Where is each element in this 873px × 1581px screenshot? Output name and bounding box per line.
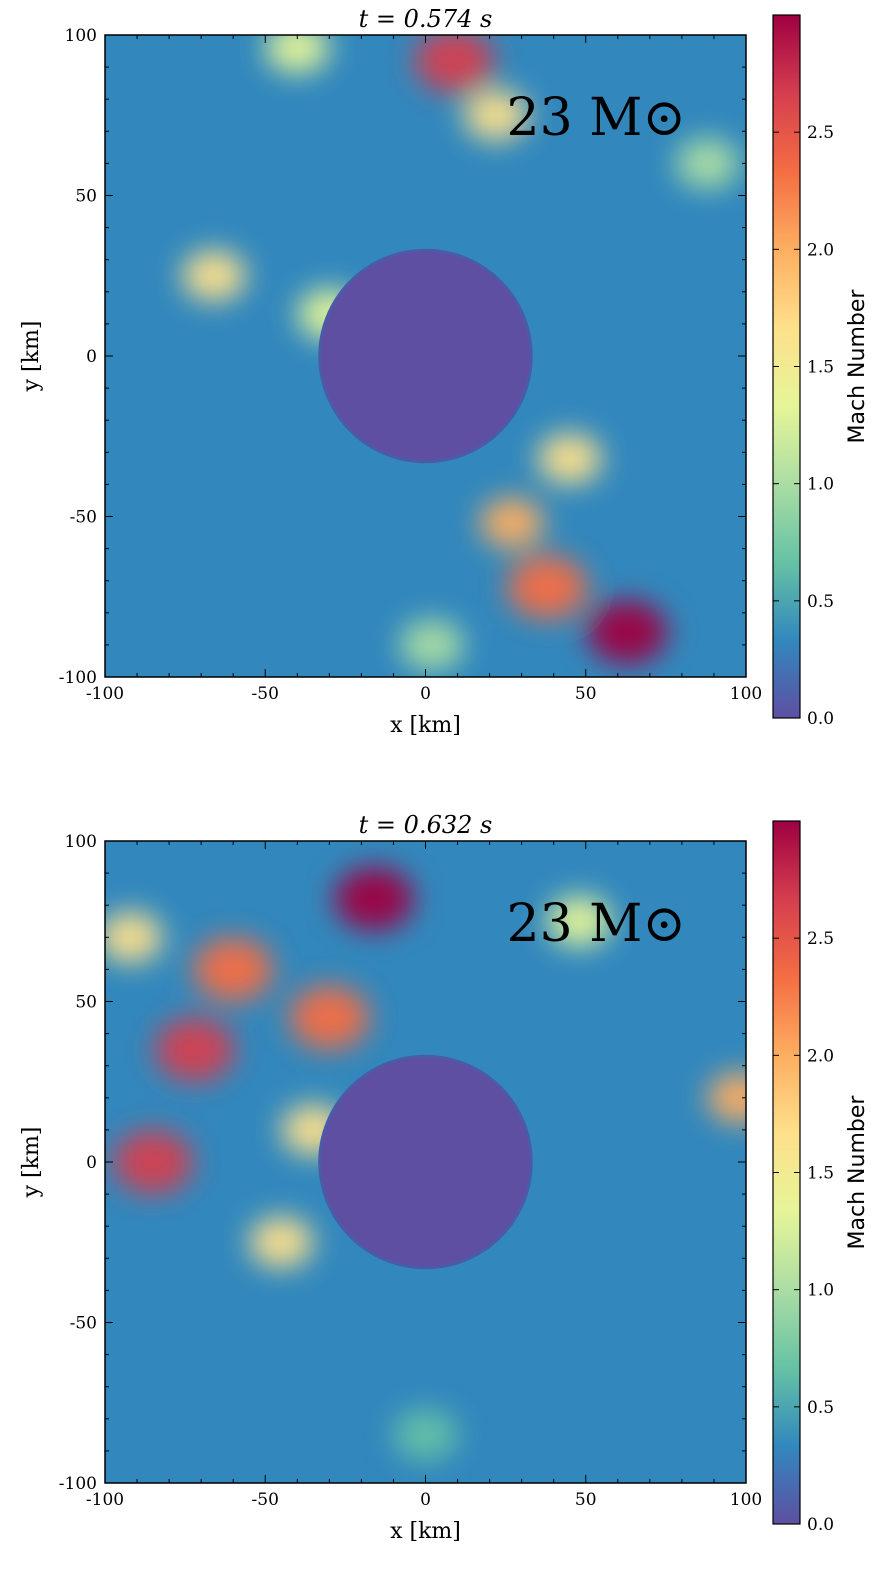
panel-top: -100 -50 0 50 100 -100 -50 0 50 100 t = 0.574 s x […: [0, 0, 873, 775]
field-feature-6: [414, 35, 495, 93]
x-tick-label: 0: [420, 684, 431, 704]
y-tick-label: 50: [75, 993, 97, 1013]
chart-title: t = 0.574 s: [359, 5, 493, 33]
colorbar-tick-label: 0.5: [807, 1398, 834, 1418]
x-tick-label: -50: [252, 684, 279, 704]
field-feature-9: [547, 895, 612, 947]
field-feature-7: [249, 1216, 314, 1268]
colorbar-tick-label: 2.5: [807, 123, 834, 143]
field-feature-8: [105, 911, 163, 963]
x-tick-label: -100: [86, 1490, 124, 1510]
x-tick-label: 0: [420, 1490, 431, 1510]
field-feature-4: [537, 433, 602, 485]
heatmap-chart-top: -100 -50 0 50 100 -100 -50 0 50 100 t = 0.574 s x […: [19, 5, 870, 738]
central-core-disk: [318, 1054, 533, 1270]
field-feature-10: [707, 1072, 746, 1124]
mass-annotation: 23 M⊙: [506, 88, 686, 148]
colorbar-tick-label: 0.0: [807, 709, 834, 729]
x-tick-label: 100: [730, 1490, 762, 1510]
y-tick-label: -100: [59, 1474, 97, 1494]
colorbar-tick-label: 1.0: [807, 1281, 834, 1301]
field-feature-4: [289, 985, 370, 1050]
field-feature-2: [507, 555, 588, 620]
colorbar-tick-label: 1.0: [807, 475, 834, 495]
panel-bottom: -100 -50 0 50 100 -100 -50 0 50 100 t = 0.632 s x […: [0, 806, 873, 1581]
x-tick-label: 50: [575, 684, 597, 704]
chart-title: t = 0.632 s: [359, 811, 493, 839]
y-tick-label: -50: [70, 1314, 97, 1334]
y-tick-label: 0: [86, 347, 97, 367]
colorbar-tick-label: 0.5: [807, 592, 834, 612]
field-feature-7: [265, 35, 330, 74]
colorbar-tick-label: 0.0: [807, 1515, 834, 1535]
y-tick-label: 0: [86, 1153, 97, 1173]
x-tick-label: 100: [730, 684, 762, 704]
colorbar-label: Mach Number: [845, 289, 870, 444]
x-tick-label: -100: [86, 684, 124, 704]
heatmap-field: [105, 35, 746, 677]
y-tick-label: -50: [70, 508, 97, 528]
heatmap-chart-bottom: -100 -50 0 50 100 -100 -50 0 50 100 t = 0.632 s x […: [19, 811, 870, 1544]
x-tick-label: 50: [575, 1490, 597, 1510]
field-feature-8: [181, 250, 246, 302]
x-axis-label: x [km]: [390, 1519, 461, 1544]
field-feature-5: [464, 89, 529, 141]
colorbar-label: Mach Number: [845, 1095, 870, 1250]
y-axis-label: y [km]: [19, 321, 44, 393]
y-axis-label: y [km]: [19, 1127, 44, 1199]
field-feature-10: [399, 619, 464, 671]
field-feature-1: [587, 600, 668, 665]
y-tick-label: 100: [65, 832, 97, 852]
heatmap-field: [105, 841, 746, 1483]
colorbar-tick-label: 1.5: [807, 358, 834, 378]
colorbar-tick-label: 2.0: [807, 240, 834, 260]
field-feature-11: [675, 137, 740, 189]
colorbar-tick-label: 2.5: [807, 929, 834, 949]
field-feature-5: [334, 866, 415, 931]
central-core-disk: [318, 248, 533, 464]
colorbar-tick-label: 2.0: [807, 1046, 834, 1066]
x-axis-label: x [km]: [390, 713, 461, 738]
y-tick-label: -100: [59, 668, 97, 688]
field-feature-2: [113, 1130, 194, 1194]
y-tick-label: 100: [65, 26, 97, 46]
field-feature-3: [193, 937, 274, 1002]
mass-annotation: 23 M⊙: [506, 894, 686, 954]
field-feature-11: [393, 1409, 458, 1461]
x-tick-label: -50: [252, 1490, 279, 1510]
y-tick-label: 50: [75, 187, 97, 207]
field-feature-1: [154, 1017, 235, 1082]
colorbar-tick-label: 1.5: [807, 1164, 834, 1184]
field-feature-3: [480, 497, 545, 549]
